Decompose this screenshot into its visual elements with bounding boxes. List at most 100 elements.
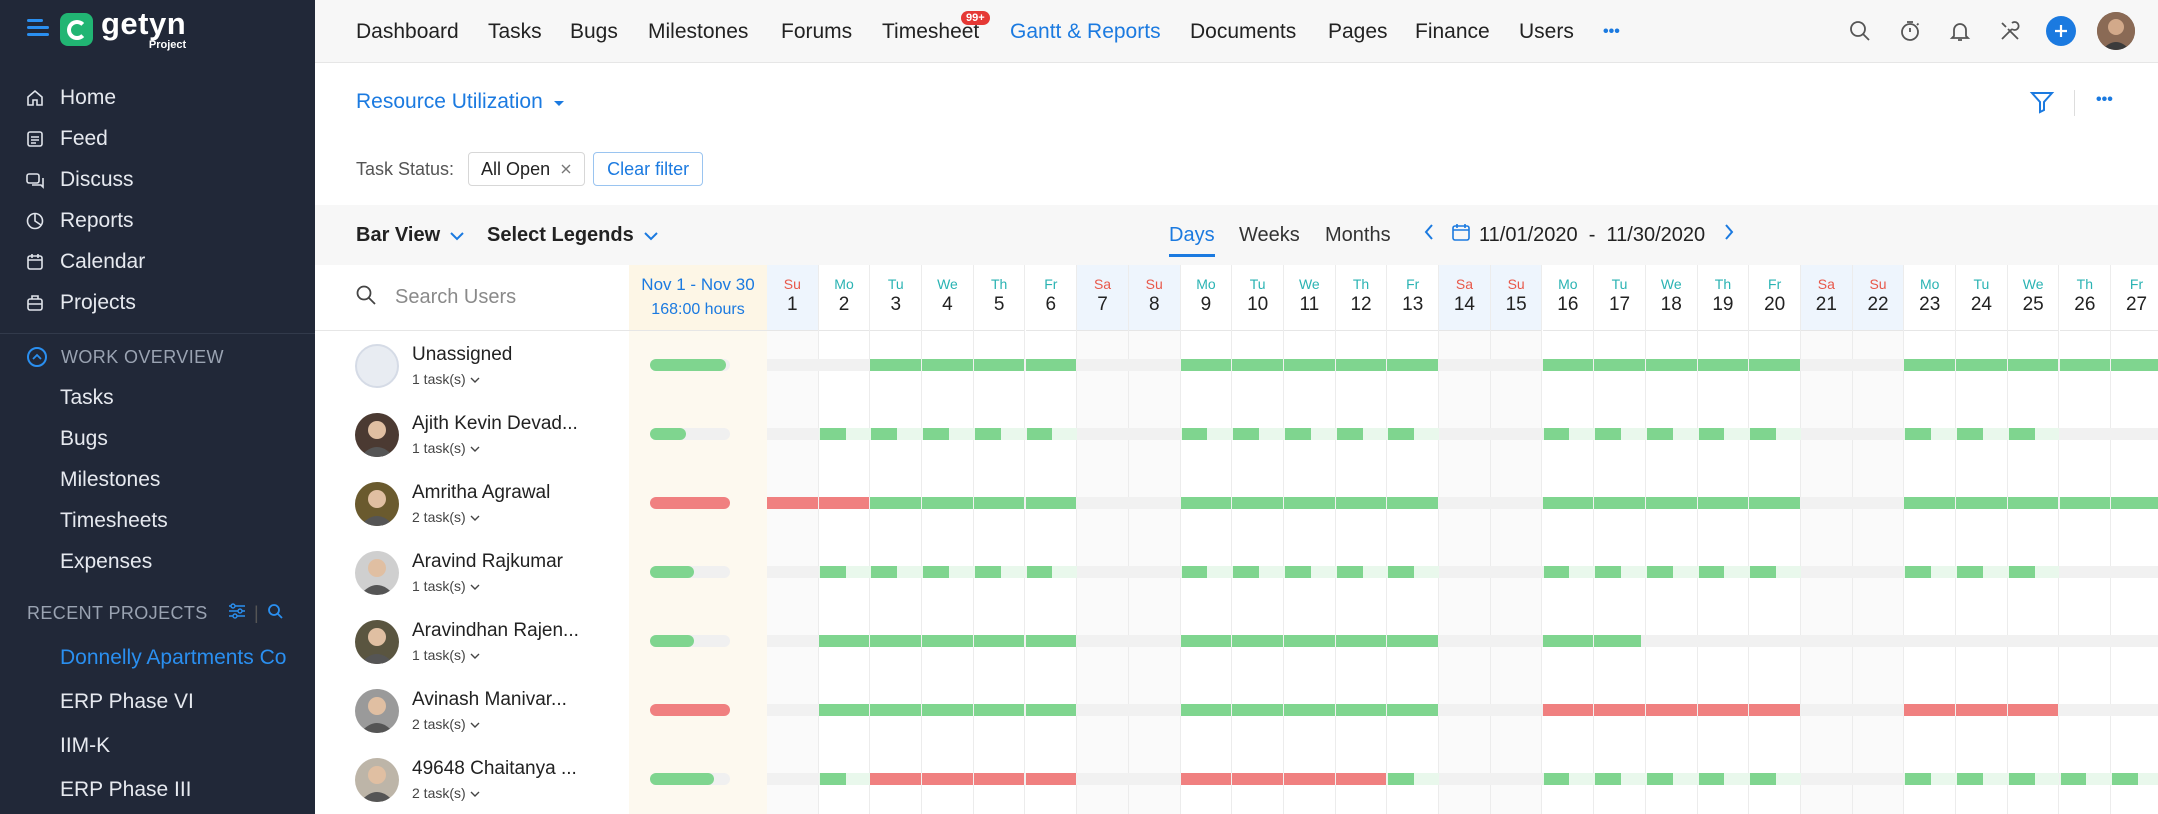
allocation-bar[interactable] [1594,359,1645,371]
report-selector[interactable]: Resource Utilization [356,90,565,114]
user-avatar[interactable] [2097,12,2135,50]
allocation-bar[interactable] [1697,704,1749,716]
sidebar-item-reports[interactable]: Reports [24,200,134,241]
recent-project-item[interactable]: ERP Phase III [60,769,192,810]
allocation-bar[interactable] [973,497,1025,509]
allocation-bar[interactable] [1232,359,1283,371]
allocation-bar[interactable] [1543,773,1570,785]
allocation-bar[interactable] [2008,773,2035,785]
chevron-right-icon[interactable] [1723,223,1735,247]
user-row[interactable]: Unassigned 1 task(s) [315,331,629,400]
summary-utilization-bar[interactable] [650,428,686,440]
allocation-bar[interactable] [1595,566,1622,578]
sidebar-item-timesheets[interactable]: Timesheets [60,500,168,541]
allocation-bar[interactable] [973,359,1025,371]
user-row[interactable]: Ajith Kevin Devad... 1 task(s) [315,400,629,469]
allocation-bar[interactable] [1542,359,1594,371]
nav-dashboard[interactable]: Dashboard [356,19,459,43]
allocation-bar[interactable] [2007,704,2059,716]
allocation-bar[interactable] [818,635,870,647]
nav-pages[interactable]: Pages [1328,19,1388,43]
sidebar-item-projects[interactable]: Projects [24,282,136,323]
calendar-icon[interactable] [1451,222,1471,248]
allocation-bar[interactable] [1284,497,1335,509]
allocation-bar[interactable] [2060,773,2087,785]
allocation-bar[interactable] [1956,359,2007,371]
allocation-bar[interactable] [1284,359,1335,371]
allocation-bar[interactable] [1646,566,1673,578]
sidebar-item-discuss[interactable]: Discuss [24,159,134,200]
allocation-bar[interactable] [1542,704,1594,716]
allocation-bar[interactable] [922,359,973,371]
allocation-bar[interactable] [1232,635,1283,647]
allocation-bar[interactable] [1232,704,1283,716]
allocation-bar[interactable] [1387,359,1439,371]
allocation-bar[interactable] [1336,566,1363,578]
allocation-bar[interactable] [1335,359,1387,371]
sidebar-item-home[interactable]: Home [24,77,116,118]
allocation-bar[interactable] [1180,773,1232,785]
allocation-bar[interactable] [1698,773,1725,785]
nav-finance[interactable]: Finance [1415,19,1490,43]
allocation-bar[interactable] [1180,359,1232,371]
allocation-bar[interactable] [1542,497,1594,509]
allocation-bar[interactable] [1957,773,1983,785]
nav-tasks[interactable]: Tasks [488,19,542,43]
task-count-toggle[interactable]: 1 task(s) [412,647,579,663]
allocation-bar[interactable] [1698,428,1725,440]
allocation-bar[interactable] [870,359,922,371]
allocation-bar[interactable] [1387,704,1439,716]
recent-project-item[interactable]: Donnelly Apartments Co [60,637,298,678]
allocation-bar[interactable] [1542,635,1594,647]
nav-forums[interactable]: Forums [781,19,853,43]
allocation-bar[interactable] [2008,428,2035,440]
allocation-bar[interactable] [870,635,922,647]
user-row[interactable]: Aravindhan Rajen... 1 task(s) [315,607,629,676]
allocation-bar[interactable] [974,428,1001,440]
allocation-bar[interactable] [1025,773,1077,785]
nav-documents[interactable]: Documents [1190,19,1297,43]
allocation-bar[interactable] [922,635,973,647]
user-row[interactable]: Avinash Manivar... 2 task(s) [315,676,629,745]
allocation-bar[interactable] [922,773,973,785]
allocation-bar[interactable] [1335,497,1387,509]
allocation-bar[interactable] [1387,635,1439,647]
allocation-bar[interactable] [1285,428,1311,440]
allocation-bar[interactable] [1181,566,1208,578]
more-options-icon[interactable]: ••• [2096,91,2113,108]
allocation-bar[interactable] [1956,497,2007,509]
allocation-bar[interactable] [1905,773,1932,785]
allocation-bar[interactable] [1646,773,1673,785]
allocation-bar[interactable] [870,497,922,509]
allocation-bar[interactable] [974,566,1001,578]
allocation-bar[interactable] [1335,773,1387,785]
allocation-bar[interactable] [1749,704,1800,716]
allocation-bar[interactable] [1594,704,1645,716]
nav-gantt-reports[interactable]: Gantt & Reports [1010,19,1161,43]
allocation-bar[interactable] [1284,704,1335,716]
allocation-bar[interactable] [1904,704,1956,716]
app-logo[interactable]: getyn Project [60,8,186,50]
allocation-bar[interactable] [1904,359,1956,371]
allocation-bar[interactable] [1335,635,1387,647]
allocation-bar[interactable] [1388,428,1415,440]
allocation-bar[interactable] [1026,566,1053,578]
nav-milestones[interactable]: Milestones [648,19,749,43]
allocation-bar[interactable] [818,704,870,716]
allocation-bar[interactable] [1645,359,1697,371]
search-users-input[interactable]: Search Users [395,286,517,308]
allocation-bar[interactable] [1645,704,1697,716]
allocation-bar[interactable] [1543,566,1570,578]
nav-bugs[interactable]: Bugs [570,19,618,43]
nav-users[interactable]: Users [1519,19,1574,43]
allocation-bar[interactable] [2008,566,2035,578]
sidebar-item-milestones[interactable]: Milestones [60,459,160,500]
summary-utilization-bar[interactable] [650,566,694,578]
allocation-bar[interactable] [2007,359,2059,371]
allocation-bar[interactable] [1595,773,1622,785]
user-row[interactable]: Amritha Agrawal 2 task(s) [315,469,629,538]
allocation-bar[interactable] [1335,704,1387,716]
tab-weeks[interactable]: Weeks [1239,223,1300,246]
allocation-bar[interactable] [1285,566,1311,578]
allocation-bar[interactable] [1956,704,2007,716]
